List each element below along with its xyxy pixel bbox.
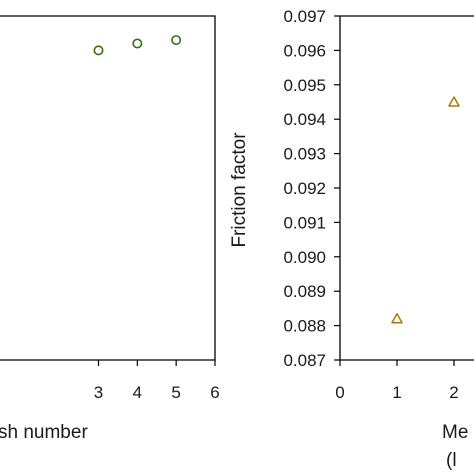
right-y-ticks: 0.097 0.096 0.095 0.094 0.093 0.092 0.091 0.090… xyxy=(283,7,340,370)
right-x-tick-label: 0 xyxy=(335,383,344,402)
right-y-tick-label: 0.092 xyxy=(283,179,326,198)
right-y-tick-label: 0.088 xyxy=(283,317,326,336)
right-y-axis-label: Friction factor xyxy=(229,132,250,248)
data-point-triangle xyxy=(391,312,403,324)
right-x-tick-label: 1 xyxy=(392,383,401,402)
right-y-tick-label: 0.091 xyxy=(283,213,326,232)
left-x-tick-label: 3 xyxy=(94,383,103,402)
right-y-tick-label: 0.097 xyxy=(283,7,326,26)
right-y-tick-label: 0.093 xyxy=(283,145,326,164)
right-y-tick-label: 0.090 xyxy=(283,248,326,267)
right-x-ticks: 0 1 2 xyxy=(335,360,459,402)
right-x-tick-label: 2 xyxy=(449,383,458,402)
right-y-tick-label: 0.089 xyxy=(283,282,326,301)
right-x-axis-label-line2: (l xyxy=(446,450,457,471)
right-y-tick-label: 0.094 xyxy=(283,110,326,129)
left-plot-frame xyxy=(0,15,216,361)
left-x-tick-label: 6 xyxy=(210,383,219,402)
right-data-points xyxy=(391,96,460,324)
right-y-tick-label: 0.087 xyxy=(283,351,326,370)
data-point-circle xyxy=(132,38,143,49)
data-point-triangle xyxy=(448,96,460,107)
left-x-ticks: 3 4 5 6 xyxy=(94,360,220,402)
right-x-axis-label: Me xyxy=(442,422,468,443)
data-point-circle xyxy=(93,45,104,56)
right-plot-frame xyxy=(339,15,474,361)
left-x-axis-label: sh number xyxy=(0,422,88,443)
right-y-tick-label: 0.096 xyxy=(283,41,326,60)
right-y-tick-label: 0.095 xyxy=(283,76,326,95)
left-data-points xyxy=(93,35,182,56)
left-x-tick-label: 5 xyxy=(171,383,180,402)
data-point-circle xyxy=(171,35,182,46)
left-scatter-panel: 3 4 5 6 sh number xyxy=(0,15,220,443)
left-x-tick-label: 4 xyxy=(133,383,142,402)
right-scatter-panel: 0.097 0.096 0.095 0.094 0.093 0.092 0.091 0.090… xyxy=(229,7,474,471)
